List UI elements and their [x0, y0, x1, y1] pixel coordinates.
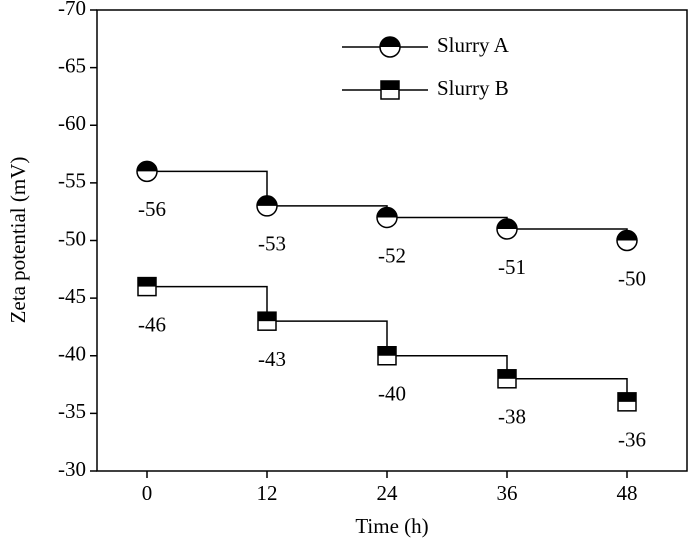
- y-tick-label: -50: [58, 226, 86, 250]
- step-line: [387, 355, 508, 379]
- marker-half: [498, 369, 516, 379]
- marker: [379, 36, 401, 58]
- step-line: [387, 216, 508, 229]
- y-tick-label: -60: [58, 111, 86, 135]
- step-line: [147, 170, 268, 206]
- y-tick-label: -35: [58, 399, 86, 423]
- x-tick-label: 36: [497, 481, 518, 505]
- marker: [256, 195, 278, 217]
- step-line: [507, 378, 628, 402]
- data-label: -46: [138, 312, 166, 336]
- x-tick-label: 24: [377, 481, 399, 505]
- marker-half: [497, 218, 517, 229]
- y-axis-label: Zeta potential (mV): [6, 157, 30, 324]
- y-tick-label: -55: [58, 169, 86, 193]
- marker: [257, 311, 277, 331]
- marker-half: [138, 277, 156, 287]
- marker-half: [618, 392, 636, 402]
- y-tick-label: -65: [58, 53, 86, 77]
- data-label: -56: [138, 197, 166, 221]
- marker: [377, 346, 397, 366]
- marker: [496, 218, 518, 240]
- legend-label: Slurry B: [437, 76, 509, 100]
- marker: [136, 160, 158, 183]
- marker-half: [617, 230, 637, 241]
- marker-half: [257, 195, 277, 206]
- marker: [616, 229, 638, 252]
- data-label: -53: [258, 232, 286, 256]
- marker: [376, 206, 398, 229]
- y-tick-label: -45: [58, 284, 86, 308]
- marker: [380, 80, 400, 100]
- marker: [137, 276, 157, 297]
- marker-half: [377, 207, 397, 218]
- data-label: -50: [618, 266, 646, 290]
- data-label: -40: [378, 382, 406, 406]
- data-label: -51: [498, 255, 526, 279]
- y-tick-label: -70: [58, 0, 86, 20]
- marker-half: [137, 161, 157, 172]
- marker-half: [381, 81, 399, 90]
- step-line: [147, 285, 268, 322]
- step-line: [267, 205, 388, 218]
- data-label: -36: [618, 428, 646, 452]
- x-tick-label: 12: [257, 481, 278, 505]
- marker: [617, 392, 637, 412]
- x-tick-label: 48: [617, 481, 638, 505]
- data-label: -38: [498, 405, 526, 429]
- data-label: -43: [258, 347, 286, 371]
- marker-half: [378, 346, 396, 356]
- x-tick-label: 0: [142, 481, 153, 505]
- marker: [497, 369, 517, 389]
- y-tick-label: -30: [58, 457, 86, 481]
- y-tick-label: -40: [58, 342, 86, 366]
- step-line: [267, 320, 388, 356]
- data-label: -52: [378, 243, 406, 267]
- marker-half: [380, 37, 400, 47]
- step-line: [507, 228, 628, 241]
- legend-label: Slurry A: [437, 33, 510, 57]
- x-axis-label: Time (h): [355, 514, 428, 538]
- marker-half: [258, 312, 276, 322]
